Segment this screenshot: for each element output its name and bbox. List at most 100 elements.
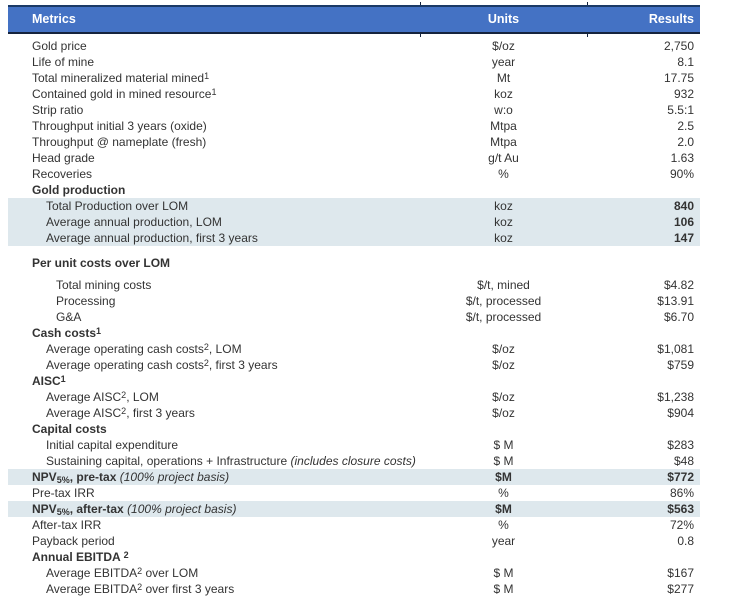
result-value: 2.0 — [677, 135, 694, 149]
metric-label: NPV5%, after-tax (100% project basis) — [32, 502, 237, 517]
result-value: 2.5 — [677, 119, 694, 133]
table-row: Recoveries% 90% — [8, 166, 700, 182]
result-value: $4.82 — [663, 278, 694, 292]
result-value: $1,238 — [657, 390, 694, 404]
unit-value — [420, 373, 587, 389]
table-row: NPV5%, pre-tax (100% project basis) $M $77… — [8, 469, 700, 485]
result-value: 840 — [673, 199, 694, 213]
column-header-units: Units — [487, 12, 520, 26]
unit-value — [420, 421, 587, 437]
unit-value: $/t, processed — [465, 294, 542, 308]
result-value: $759 — [667, 358, 694, 372]
result-value — [587, 255, 700, 271]
unit-value: $ M — [493, 566, 514, 580]
metric-label: Pre-tax IRR — [32, 486, 95, 500]
table-body: Gold price $/oz 2,750 Life of mine year 8.1 To… — [8, 38, 700, 597]
unit-value: year — [491, 55, 516, 69]
table-row: Average operating cash costs2, first 3 y… — [8, 357, 700, 373]
unit-value: $/oz — [492, 406, 515, 420]
metric-label: Average AISC2, first 3 years — [46, 406, 195, 420]
metric-label: Contained gold in mined resource1 — [32, 87, 217, 101]
table-row: Head grade g/t Au 1.63 — [8, 150, 700, 166]
unit-value: $/oz — [492, 390, 515, 404]
table-row: Throughput @ nameplate (fresh) Mtpa 2.0 — [8, 134, 700, 150]
unit-value: $M — [495, 470, 512, 484]
section-header-row: Annual EBITDA 2 — [8, 549, 700, 565]
table-row: Total Production over LOM koz 840 — [8, 198, 700, 214]
table-row: Average annual production, LOM koz 106 — [8, 214, 700, 230]
table-row: Average annual production, first 3 years… — [8, 230, 700, 246]
metric-label: After-tax IRR — [32, 518, 102, 532]
metric-label: Annual EBITDA 2 — [32, 550, 129, 564]
section-header-row: Gold production — [8, 182, 700, 198]
result-value: 1.63 — [670, 151, 694, 165]
section-header-row: Per unit costs over LOM — [8, 255, 700, 271]
section-header-row: Cash costs1 — [8, 325, 700, 341]
table-row: Total mineralized material mined1 Mt 17.75 — [8, 70, 700, 86]
table-row: NPV5%, after-tax (100% project basis) $M $… — [8, 501, 700, 517]
table-row: Average AISC2, LOM $/oz $1,238 — [8, 389, 700, 405]
unit-value: $M — [495, 502, 512, 516]
column-divider-tick — [420, 2, 421, 5]
result-value — [587, 549, 700, 565]
metric-label: Average EBITDA2 over LOM — [46, 566, 199, 580]
result-value: 0.8 — [677, 534, 694, 548]
result-value: 17.75 — [663, 71, 694, 85]
column-divider-tick — [420, 34, 421, 37]
result-value: $277 — [667, 582, 694, 596]
table-row: After-tax IRR% 72% — [8, 517, 700, 533]
metric-label: Life of mine — [32, 55, 95, 69]
result-value: $904 — [667, 406, 694, 420]
metric-label: Average AISC2, LOM — [46, 390, 159, 404]
result-value: $563 — [667, 502, 694, 516]
table-row: Total mining costs $/t, mined $4.82 — [8, 277, 700, 293]
table-row: Strip ratio w:o 5.5:1 — [8, 102, 700, 118]
table-row: Sustaining capital, operations + Infrast… — [8, 453, 700, 469]
metric-label: G&A — [56, 310, 82, 324]
column-divider-tick — [587, 2, 588, 5]
table-row: Life of mine year 8.1 — [8, 54, 700, 70]
metric-label: Gold production — [32, 183, 126, 197]
unit-value: $/oz — [492, 39, 515, 53]
result-value: 5.5:1 — [667, 103, 694, 117]
metric-label: Throughput @ nameplate (fresh) — [32, 135, 207, 149]
unit-value — [420, 182, 587, 198]
metric-label: Capital costs — [32, 422, 107, 436]
result-value: 86% — [669, 486, 694, 500]
result-value: 2,750 — [663, 39, 694, 53]
table-row: Average operating cash costs2, LOM $/oz $1… — [8, 341, 700, 357]
result-value: $283 — [667, 438, 694, 452]
metric-label: Gold price — [32, 39, 87, 53]
metric-label: Average EBITDA2 over first 3 years — [46, 582, 235, 596]
result-value: $13.91 — [657, 294, 694, 308]
unit-value — [420, 549, 587, 565]
table-row: Average EBITDA2 over LOM $ M $167 — [8, 565, 700, 581]
result-value: 8.1 — [677, 55, 694, 69]
unit-value: Mtpa — [490, 135, 517, 149]
table-row: Average AISC2, first 3 years $/oz $904 — [8, 405, 700, 421]
metric-label: Throughput initial 3 years (oxide) — [32, 119, 207, 133]
unit-value: koz — [494, 87, 513, 101]
metric-label: Recoveries — [32, 167, 93, 181]
metric-label: Total mineralized material mined1 — [32, 71, 210, 85]
unit-value: $ M — [493, 582, 514, 596]
result-value: 72% — [669, 518, 694, 532]
result-value: $167 — [667, 566, 694, 580]
column-divider-tick — [587, 34, 588, 37]
metric-label: AISC1 — [32, 374, 66, 388]
metric-label: Average operating cash costs2, LOM — [46, 342, 242, 356]
metric-label: Sustaining capital, operations + Infrast… — [46, 454, 416, 468]
unit-value: year — [491, 534, 516, 548]
result-value — [587, 421, 700, 437]
table-row: Gold price $/oz 2,750 — [8, 38, 700, 54]
unit-value: $ M — [493, 454, 514, 468]
metric-label: Strip ratio — [32, 103, 84, 117]
unit-value: % — [498, 167, 509, 181]
table-row: Throughput initial 3 years (oxide) Mtpa 2.… — [8, 118, 700, 134]
result-value: 147 — [673, 231, 694, 245]
section-header-row: Capital costs — [8, 421, 700, 437]
table-row: Average EBITDA2 over first 3 years $ M $27… — [8, 581, 700, 597]
unit-value: koz — [494, 199, 513, 213]
result-value: 90% — [669, 167, 694, 181]
result-value — [587, 325, 700, 341]
